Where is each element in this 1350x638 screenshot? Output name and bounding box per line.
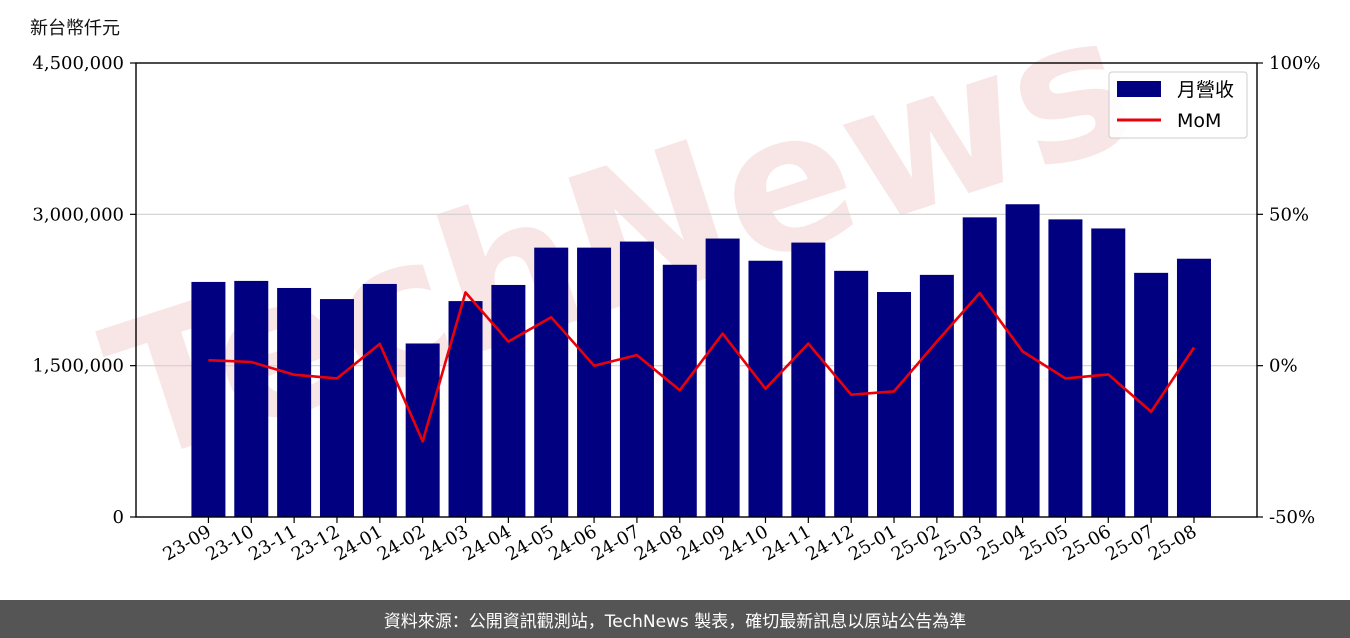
x-tick-label: 24-10 [717,521,772,565]
bar-24-06 [577,247,612,518]
legend-label-mom: MoM [1177,110,1221,132]
x-tick-label: 24-07 [588,521,643,565]
x-tick-label: 25-05 [1016,521,1071,565]
bar-25-01 [877,292,912,517]
bar-24-03 [448,301,483,517]
source-footer-text: 資料來源：公開資訊觀測站，TechNews 製表，確切最新訊息以原站公告為準 [383,611,967,632]
bar-25-05 [1048,219,1083,517]
x-tick-label: 24-01 [331,521,386,565]
x-tick-label: 25-03 [931,521,986,565]
bar-24-09 [705,238,740,517]
x-tick-label: 24-03 [417,521,472,565]
bar-25-04 [1005,204,1040,517]
y-axis-unit-label: 新台幣仟元 [30,18,120,39]
chart: TechNews01,500,0003,000,0004,500,000-50%… [32,0,1320,565]
x-tick-label: 24-02 [374,521,429,565]
y-left-tick-label: 1,500,000 [32,356,124,377]
x-tick-label: 24-06 [545,521,600,565]
y-right-tick-label: 0% [1269,356,1298,377]
y-left-tick-label: 3,000,000 [32,204,124,225]
bar-24-02 [405,343,440,517]
x-tick-label: 24-04 [459,521,514,565]
x-tick-label: 24-09 [674,521,729,565]
x-tick-label: 23-09 [159,521,214,565]
bar-24-05 [534,247,569,518]
legend-label-revenue: 月營收 [1177,79,1234,101]
y-left-tick-label: 4,500,000 [32,53,124,74]
bar-25-06 [1091,228,1126,518]
bar-23-10 [234,280,269,517]
plot-frame [135,62,1258,518]
x-tick-label: 25-01 [845,521,900,565]
x-tick-label: 25-04 [974,521,1029,565]
bar-23-11 [277,287,312,517]
legend: 月營收 MoM [1108,71,1248,139]
bar-25-03 [962,217,997,518]
x-tick-label: 25-06 [1059,521,1114,565]
bar-25-02 [919,274,954,517]
x-tick-label: 24-12 [802,521,857,565]
x-tick-label: 23-10 [202,521,257,565]
y-right-tick-label: 100% [1269,53,1320,74]
y-right-tick-label: 50% [1269,204,1309,225]
y-right-tick-label: -50% [1269,507,1315,528]
bar-23-09 [191,281,226,517]
bar-24-04 [491,284,526,517]
x-tick-label: 24-05 [502,521,557,565]
x-tick-label: 24-08 [631,521,686,565]
source-footer: 資料來源：公開資訊觀測站，TechNews 製表，確切最新訊息以原站公告為準 [0,600,1350,638]
bar-24-01 [362,283,397,517]
mom-line [208,291,1196,443]
y-left-tick-label: 0 [113,507,124,528]
x-tick-label: 24-11 [759,521,814,565]
x-tick-label: 25-02 [888,521,943,565]
bar-23-12 [319,299,354,517]
legend-swatch-bar [1117,81,1161,97]
x-tick-label: 23-11 [245,521,300,565]
x-tick-label: 25-08 [1145,521,1200,565]
x-tick-label: 23-12 [288,521,343,565]
bar-24-11 [791,242,826,518]
x-tick-label: 25-07 [1102,521,1157,565]
bar-24-07 [619,241,654,517]
bar-25-08 [1176,258,1211,517]
